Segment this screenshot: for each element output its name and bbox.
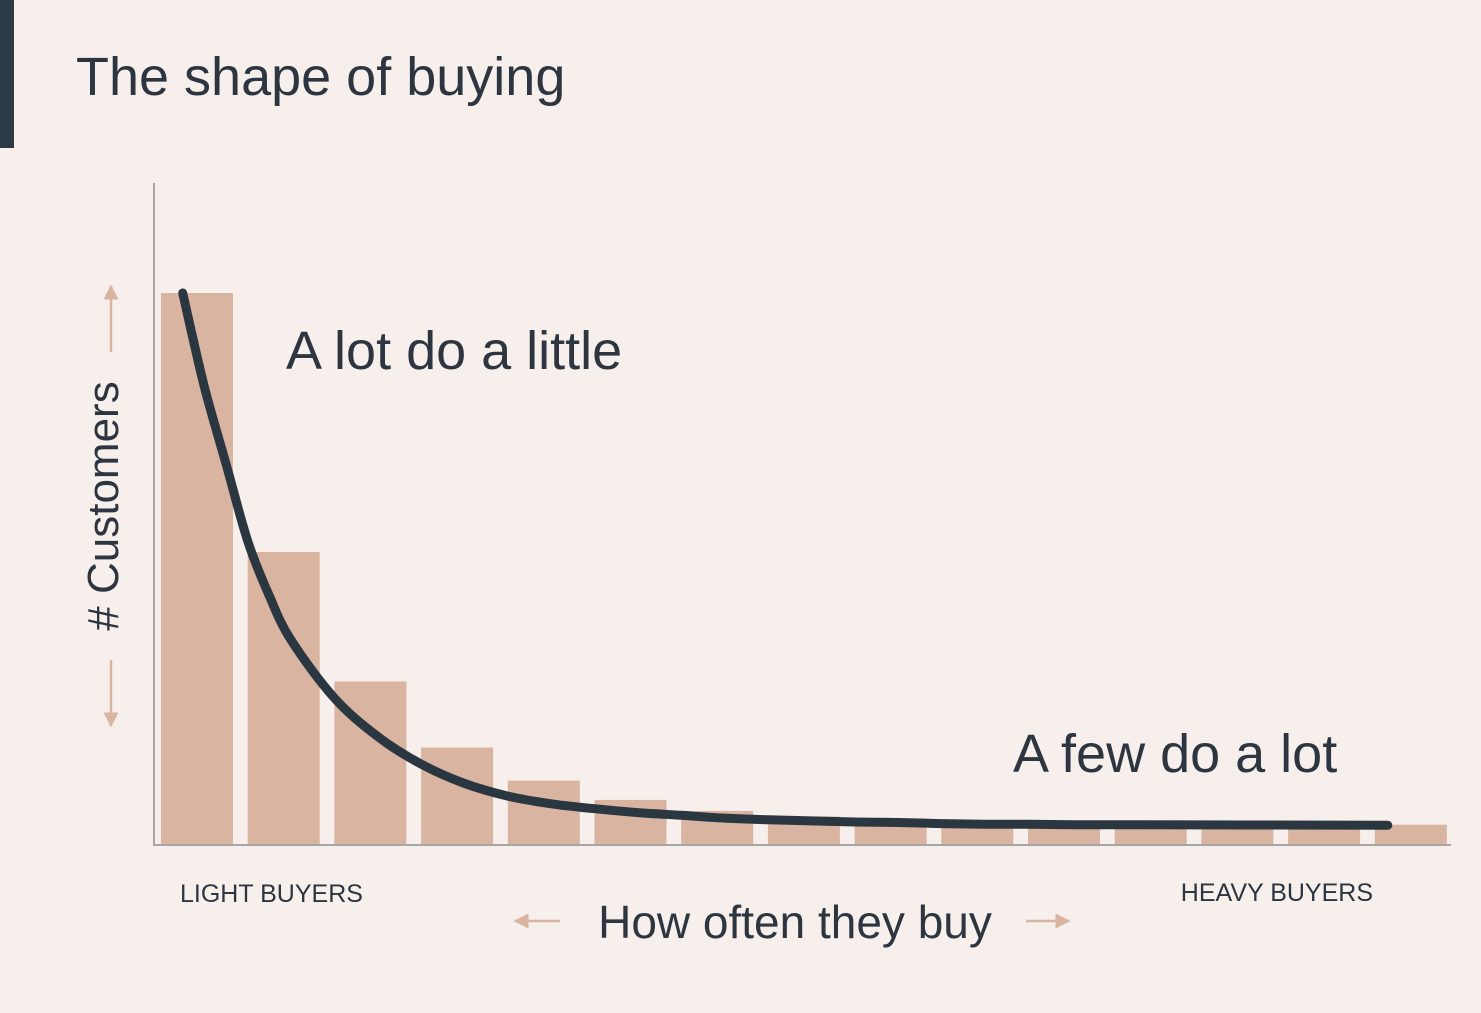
- bar-2: [247, 552, 320, 844]
- trend-curve: [178, 288, 1393, 830]
- bar-15: [1374, 824, 1447, 844]
- bar-1: [161, 293, 233, 844]
- annotation-a-few-do-a-lot: A few do a lot: [1013, 724, 1337, 784]
- x-end-label-light-buyers: LIGHT BUYERS: [180, 880, 363, 908]
- bar-5: [507, 780, 580, 844]
- bar-4: [421, 747, 494, 844]
- slide-title: The shape of buying: [76, 47, 566, 107]
- x-end-label-heavy-buyers: HEAVY BUYERS: [1181, 879, 1373, 907]
- x-axis-label: How often they buy: [598, 896, 992, 948]
- accent-bar: [0, 0, 14, 148]
- y-axis-label: # Customers: [79, 381, 128, 630]
- annotation-a-lot-do-a-little: A lot do a little: [286, 321, 622, 381]
